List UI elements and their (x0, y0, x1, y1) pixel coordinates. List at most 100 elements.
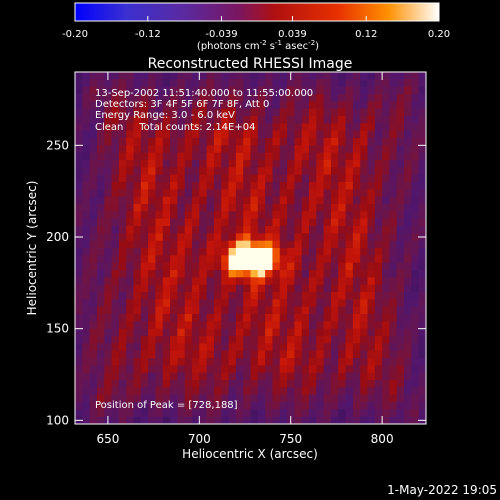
heatmap-cell (133, 152, 142, 161)
heatmap-cell (96, 130, 105, 139)
heatmap-cell (228, 343, 237, 352)
heatmap-cell (345, 130, 354, 139)
heatmap-cell (257, 350, 266, 359)
heatmap-cell (418, 138, 426, 146)
heatmap-cell (118, 160, 127, 168)
heatmap-cell (330, 409, 339, 418)
heatmap-cell (279, 284, 288, 293)
heatmap-cell (221, 372, 230, 381)
heatmap-cell (235, 402, 244, 410)
heatmap-cell (221, 130, 230, 139)
heatmap-cell (352, 152, 361, 161)
heatmap-cell (104, 255, 113, 264)
heatmap-cell (111, 314, 120, 322)
heatmap-cell (301, 211, 310, 220)
heatmap-cell (155, 226, 164, 234)
heatmap-cell (330, 174, 339, 183)
heatmap-cell (287, 394, 295, 403)
heatmap-cell (287, 350, 295, 359)
heatmap-cell (111, 160, 120, 168)
heatmap-cell (360, 365, 369, 374)
heatmap-cell (148, 226, 157, 234)
heatmap-cell (396, 270, 405, 278)
axis-ticks (75, 72, 426, 424)
heatmap-cell (316, 145, 325, 154)
heatmap-cell (162, 72, 171, 80)
heatmap-cell (75, 196, 83, 205)
heatmap-cell (257, 152, 266, 161)
heatmap-cell (177, 372, 186, 381)
heatmap-cell (82, 292, 91, 300)
heatmap-cell (367, 189, 376, 198)
heatmap-cell (82, 160, 91, 168)
heatmap-cell (104, 372, 113, 381)
heatmap-cell (148, 416, 157, 424)
heatmap-cell (279, 86, 288, 95)
heatmap-cell (126, 204, 135, 212)
heatmap-cell (411, 248, 420, 256)
heatmap-cell (96, 79, 105, 88)
heatmap-cell (235, 182, 244, 190)
heatmap-cell (389, 372, 398, 381)
heatmap-cell (382, 306, 391, 315)
heatmap-cell (367, 86, 376, 95)
heatmap-cell (192, 116, 200, 124)
heatmap-cell (367, 72, 376, 80)
heatmap-cell (162, 380, 171, 388)
heatmap-cell (418, 328, 426, 337)
heatmap-cell (323, 292, 332, 300)
heatmap-cell (374, 306, 383, 315)
heatmap-cell (170, 86, 178, 95)
heatmap-cell (118, 138, 127, 146)
heatmap-cell (279, 204, 288, 212)
heatmap-cell (82, 299, 91, 308)
heatmap-cell (309, 182, 317, 190)
heatmap-cell (221, 277, 230, 286)
heatmap-cell (228, 255, 237, 264)
heatmap-cell (89, 306, 98, 315)
heatmap-cell (418, 204, 426, 212)
heatmap-cell (177, 160, 186, 168)
heatmap-cell (265, 248, 274, 256)
heatmap-cell (184, 255, 193, 264)
heatmap-cell (111, 277, 120, 286)
heatmap-cell (140, 262, 149, 271)
heatmap-cell (155, 248, 164, 256)
heatmap-cell (148, 138, 157, 146)
heatmap-cell (272, 284, 281, 293)
heatmap-cell (133, 72, 142, 80)
heatmap-cell (367, 284, 376, 293)
heatmap-cell (418, 101, 426, 110)
heatmap-cell (170, 343, 178, 352)
heatmap-cell (352, 86, 361, 95)
heatmap-cell (111, 380, 120, 388)
heatmap-cell (374, 72, 383, 80)
heatmap-cell (75, 277, 83, 286)
heatmap-cell (316, 94, 325, 102)
heatmap-cell (104, 233, 113, 242)
heatmap-cell (265, 365, 274, 374)
heatmap-cell (382, 160, 391, 168)
heatmap-cell (213, 72, 222, 80)
heatmap-cell (279, 218, 288, 227)
heatmap-cell (294, 365, 303, 374)
heatmap-cell (104, 145, 113, 154)
heatmap-cell (162, 226, 171, 234)
heatmap-cell (140, 372, 149, 381)
heatmap-cell (221, 116, 230, 124)
heatmap-cell (192, 211, 200, 220)
heatmap-cell (148, 196, 157, 205)
heatmap-cell (287, 108, 295, 117)
heatmap-cell (338, 226, 347, 234)
heatmap-cell (206, 284, 215, 293)
heatmap-cell (323, 387, 332, 396)
heatmap-cell (367, 336, 376, 344)
heatmap-cell (155, 328, 164, 337)
heatmap-cell (323, 189, 332, 198)
heatmap-cell (382, 211, 391, 220)
heatmap-cell (323, 138, 332, 146)
heatmap-cell (352, 284, 361, 293)
heatmap-cell (199, 130, 208, 139)
heatmap-cell (338, 262, 347, 271)
heatmap-cell (221, 123, 230, 132)
